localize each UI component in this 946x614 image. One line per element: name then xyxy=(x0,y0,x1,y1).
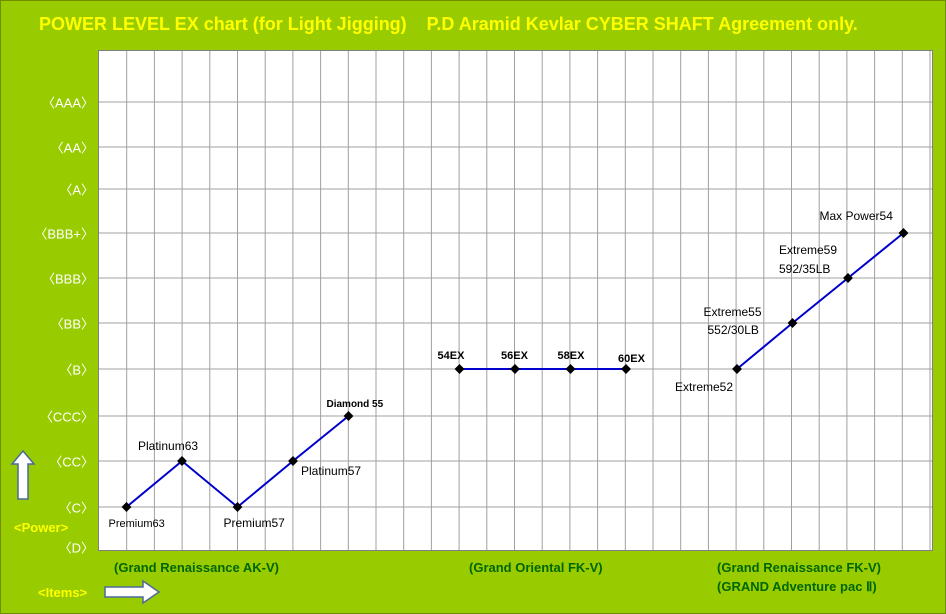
plot-area: Premium63 Platinum63 Premium57 Platinum57 Di… xyxy=(98,50,933,551)
y-tick-label: 〈C〉 xyxy=(58,500,94,516)
chart-svg: Premium63 Platinum63 Premium57 Platinum57 Di… xyxy=(99,51,932,550)
chart-title: POWER LEVEL EX chart (for Light Jigging)… xyxy=(39,14,858,34)
y-tick-label: 〈BB〉 xyxy=(50,316,94,332)
y-tick-label: 〈AAA〉 xyxy=(41,95,94,111)
power-up-arrow-icon xyxy=(10,449,36,500)
y-tick-label: 〈A〉 xyxy=(59,182,94,198)
data-point-marker xyxy=(177,456,187,466)
y-tick-label: 〈CC〉 xyxy=(49,454,94,470)
group-label-oriental-fk: (Grand Oriental FK-V) xyxy=(469,560,603,575)
data-point-label: Platinum63 xyxy=(138,439,198,453)
y-tick-label: 〈AA〉 xyxy=(50,140,94,156)
data-point-sublabel: 592/35LB xyxy=(779,262,830,276)
data-point-marker xyxy=(787,318,798,328)
data-point-label: 58EX xyxy=(558,350,586,362)
y-tick-label: 〈D〉 xyxy=(58,540,94,556)
y-tick-label: 〈BBB+〉 xyxy=(34,226,94,242)
y-tick-label: 〈CCC〉 xyxy=(39,409,94,425)
data-point-sublabel: 552/30LB xyxy=(708,323,759,337)
y-tick-label: 〈B〉 xyxy=(59,362,94,378)
data-point-label: Premium63 xyxy=(109,518,165,530)
y-tick-label: 〈BBB〉 xyxy=(41,271,94,287)
data-point-marker xyxy=(565,364,576,374)
data-point-label: 56EX xyxy=(501,350,529,362)
data-point-label: 54EX xyxy=(438,350,466,362)
data-point-label: Platinum57 xyxy=(301,464,361,478)
data-point-label: 60EX xyxy=(618,353,646,365)
data-point-marker xyxy=(621,364,631,374)
data-point-marker xyxy=(843,273,853,283)
series-line xyxy=(736,232,905,370)
data-point-label: Max Power54 xyxy=(820,209,894,223)
items-axis-label: <Items> xyxy=(38,585,88,600)
data-point-label: Extreme52 xyxy=(675,380,733,394)
data-point-label: Extreme55 xyxy=(704,305,762,319)
data-point-label: Diamond 55 xyxy=(327,399,384,410)
data-point-marker xyxy=(898,228,909,238)
data-point-label: Extreme59 xyxy=(779,243,837,257)
group-label-renaissance-ak: (Grand Renaissance AK-V) xyxy=(114,560,279,575)
data-point-marker xyxy=(732,364,742,374)
power-axis-label: <Power> xyxy=(14,520,69,535)
group-label-renaissance-fk: (Grand Renaissance FK-V) xyxy=(717,560,881,575)
data-point-label: Premium57 xyxy=(224,516,286,530)
group-label-adventure-pac: (GRAND Adventure pac Ⅱ) xyxy=(717,579,877,594)
items-right-arrow-icon xyxy=(104,579,161,605)
data-point-marker xyxy=(510,364,520,374)
data-point-marker xyxy=(454,364,465,374)
data-point-marker xyxy=(232,502,243,512)
